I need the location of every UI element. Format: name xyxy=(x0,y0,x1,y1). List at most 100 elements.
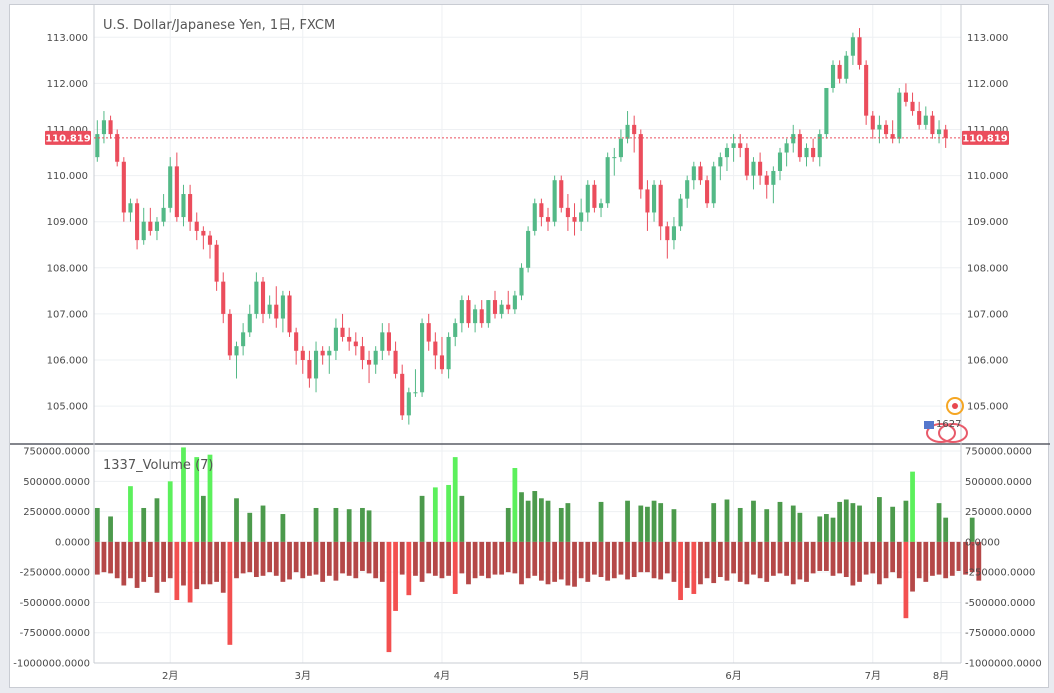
volume-bar-positive xyxy=(459,495,465,542)
candle-body xyxy=(267,304,272,314)
volume-bar-negative xyxy=(558,541,564,580)
candle-body xyxy=(207,235,213,245)
volume-bar-positive xyxy=(512,468,518,542)
volume-bar-negative xyxy=(790,541,796,585)
volume-bar-negative xyxy=(976,541,982,581)
candle-body xyxy=(731,143,736,148)
volume-bar-positive xyxy=(823,514,829,542)
volume-tick-right: -250000.0000 xyxy=(965,568,1035,579)
volume-bar-negative xyxy=(260,541,266,576)
volume-bar-negative xyxy=(830,541,836,576)
volume-bar-positive xyxy=(790,505,796,542)
volume-bar-negative xyxy=(121,541,127,586)
candle-body xyxy=(260,281,266,314)
volume-bar-negative xyxy=(194,541,200,590)
candle-body xyxy=(128,203,133,213)
volume-bar-negative xyxy=(234,541,239,579)
volume-bar-negative xyxy=(704,541,710,579)
volume-bar-negative xyxy=(247,541,253,573)
candle-body xyxy=(148,221,153,231)
right-price-label: 110.819 xyxy=(962,133,1008,144)
candle-body xyxy=(492,300,498,314)
volume-bar-positive xyxy=(128,486,133,542)
candle-body xyxy=(751,161,756,176)
volume-bar-negative xyxy=(128,541,133,579)
candle-body xyxy=(439,355,445,370)
candle-body xyxy=(420,323,425,393)
volume-bar-negative xyxy=(479,541,485,576)
volume-bar-negative xyxy=(452,541,458,594)
candle-body xyxy=(241,332,246,347)
volume-bar-negative xyxy=(578,541,584,579)
volume-tick-right: 750000.0000 xyxy=(965,447,1032,458)
volume-bar-negative xyxy=(459,541,465,574)
volume-bar-negative xyxy=(936,541,942,575)
candle-body xyxy=(658,184,663,227)
candle-body xyxy=(618,138,623,158)
candle-body xyxy=(135,203,140,241)
volume-bar-negative xyxy=(167,541,173,579)
volume-bar-negative xyxy=(890,541,896,573)
volume-bar-negative xyxy=(843,541,849,578)
volume-bar-negative xyxy=(817,541,823,571)
candle-body xyxy=(115,134,120,162)
candle-body xyxy=(526,230,531,268)
volume-bar-negative xyxy=(532,541,538,576)
volume-bar-negative xyxy=(379,541,385,582)
price-tick-left: 106.000 xyxy=(47,356,88,367)
volume-bar-negative xyxy=(406,541,412,596)
volume-bar-negative xyxy=(770,541,776,576)
price-tick-right: 111.000 xyxy=(967,125,1008,136)
candle-body xyxy=(234,346,239,356)
event-markers[interactable]: 1627 xyxy=(924,397,968,443)
candle-body xyxy=(154,221,160,231)
chart-svg[interactable]: 113.000 113.000 112.000 112.000 111.000 111.0… xyxy=(10,5,1050,689)
candle-body xyxy=(406,392,411,416)
candle-body xyxy=(545,217,551,222)
price-tick-left: 111.000 xyxy=(47,125,88,136)
volume-bar-positive xyxy=(181,447,186,542)
candle-body xyxy=(791,134,796,144)
volume-bar-positive xyxy=(877,497,882,542)
candle-body xyxy=(685,180,690,199)
candle-body xyxy=(320,350,325,356)
volume-bar-negative xyxy=(333,541,339,581)
volume-bar-negative xyxy=(134,541,140,588)
volume-bar-positive xyxy=(764,509,770,542)
volume-bar-negative xyxy=(870,541,876,574)
volume-bar-positive xyxy=(651,500,657,542)
candle-body xyxy=(910,101,915,112)
volume-bar-positive xyxy=(207,454,213,542)
candle-body xyxy=(718,157,723,167)
price-tick-right: 107.000 xyxy=(967,309,1008,320)
volume-bar-negative xyxy=(598,541,604,578)
volume-bar-negative xyxy=(903,541,909,619)
candle-body xyxy=(486,300,491,324)
candle-body xyxy=(393,350,398,374)
volume-bar-negative xyxy=(287,541,292,580)
candle-body xyxy=(943,129,948,138)
candle-body xyxy=(645,189,650,213)
price-tick-right: 112.000 xyxy=(967,79,1008,90)
volume-bar-positive xyxy=(751,500,756,542)
volume-bar-negative xyxy=(910,541,915,592)
candle-body xyxy=(433,341,438,356)
volume-bar-negative xyxy=(187,541,193,603)
earnings-marker-icon xyxy=(926,423,956,443)
volume-tick-right: -750000.0000 xyxy=(965,628,1035,639)
candle-body xyxy=(559,180,564,208)
price-tick-left: 109.000 xyxy=(47,217,88,228)
candle-body xyxy=(426,323,431,342)
candle-body xyxy=(817,134,822,158)
candle-body xyxy=(811,147,816,158)
volume-bar-positive xyxy=(890,506,896,542)
candle-body xyxy=(870,115,875,130)
volume-bar-positive xyxy=(525,500,531,542)
volume-bar-positive xyxy=(200,495,206,542)
time-tick-label: 8月 xyxy=(933,670,949,682)
left-price-label: 110.819 xyxy=(45,133,91,144)
candle-body xyxy=(804,147,809,158)
candle-body xyxy=(121,161,126,213)
volume-bar-negative xyxy=(545,541,551,585)
volume-bar-negative xyxy=(638,541,644,573)
